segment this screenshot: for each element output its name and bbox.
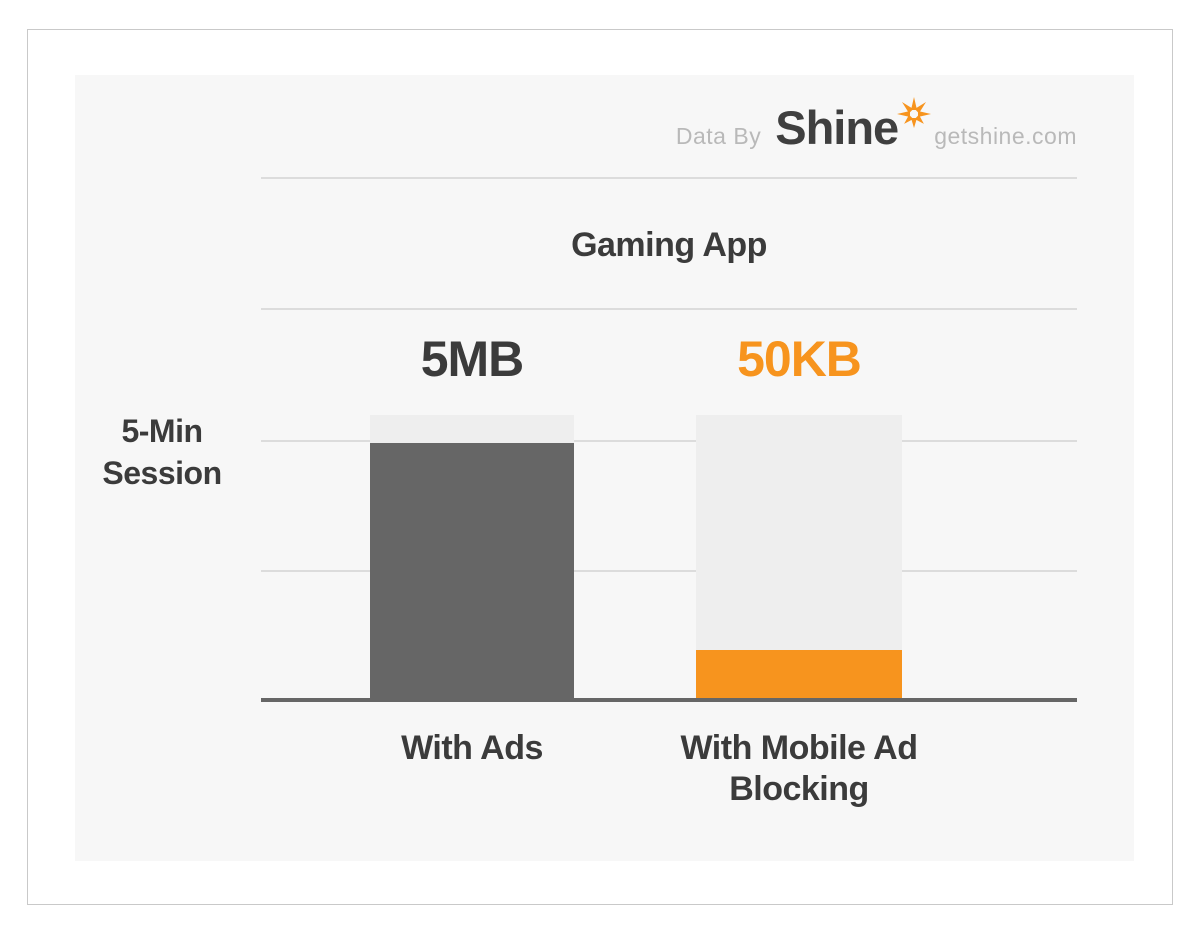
bar-ad-blocking — [696, 415, 902, 698]
gridline — [261, 440, 1077, 442]
x-axis-baseline — [261, 698, 1077, 702]
category-label-ad-blocking: With Mobile Ad Blocking — [680, 729, 918, 808]
gridline — [261, 308, 1077, 310]
gridline — [261, 177, 1077, 179]
bar-fill-with-ads — [370, 443, 574, 698]
shine-asterisk-icon — [894, 94, 934, 134]
bar-fill-ad-blocking — [696, 649, 902, 698]
chart-panel — [75, 75, 1134, 861]
attribution-header: Data By Shine getshine.com — [675, 97, 1077, 155]
bar-with-ads — [370, 415, 574, 698]
value-label-ad-blocking: 50KB — [737, 331, 862, 387]
y-axis-label: 5-Min Session — [102, 413, 222, 491]
data-by-label: Data By — [675, 123, 762, 149]
chart-title: Gaming App — [571, 226, 767, 264]
site-url-label: getshine.com — [934, 123, 1077, 149]
value-label-with-ads: 5MB — [420, 331, 525, 387]
category-label-with-ads: With Ads — [401, 729, 543, 767]
gridline — [261, 570, 1077, 572]
brand-wordmark: Shine — [775, 101, 899, 154]
